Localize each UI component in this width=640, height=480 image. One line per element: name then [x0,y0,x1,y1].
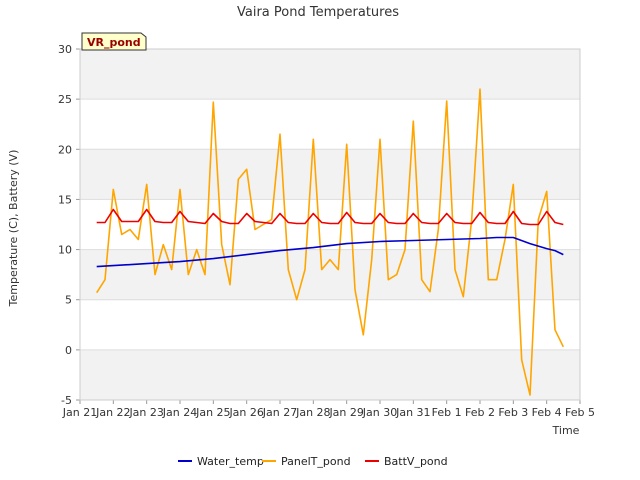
x-tick-label: Jan 22 [95,406,130,419]
x-tick-label: Jan 27 [262,406,297,419]
x-tick-label: Jan 23 [128,406,163,419]
y-tick-label: 0 [65,344,72,357]
x-tick-label: Feb 1 [432,406,462,419]
x-tick-label: Feb 5 [565,406,595,419]
series-line-water-temp [96,236,564,268]
grid-band [80,49,580,100]
x-tick-label: Feb 3 [498,406,528,419]
y-tick-label: 25 [58,93,72,106]
grid-bands [80,48,580,401]
series-lines [96,88,565,396]
x-tick-label: Feb 2 [465,406,495,419]
y-tick-label: 15 [58,193,72,206]
x-tick-label: Jan 25 [195,406,230,419]
y-tick-label: 10 [58,244,72,257]
legend-label: BattV_pond [384,455,448,468]
x-tick-label: Jan 31 [395,406,430,419]
chart-title: Vaira Pond Temperatures [237,5,399,20]
x-tick-label: Jan 28 [295,406,330,419]
legend-label: Water_temp [197,455,264,468]
y-axis-label: Temperature (C), Battery (V) [7,150,20,308]
station-badge-box [81,32,147,51]
station-badge: VR_pond [81,32,147,51]
x-tick-label: Jan 29 [328,406,363,419]
grid-band [80,249,580,300]
legend: Water_temp PanelT_pond BattV_pond [178,455,448,468]
legend-label: PanelT_pond [281,455,351,468]
series-line-panelt-pond [96,88,565,396]
y-tick-label: -5 [61,394,72,407]
plot-frame [79,48,581,401]
x-tick-label: Jan 21 [62,406,97,419]
x-axis-label: Time [552,424,580,437]
grid-band [80,199,580,250]
grid-band [80,299,580,350]
y-tick-label: 5 [65,294,72,307]
x-tick-label: Jan 26 [228,406,263,419]
series-line-battv-pond [96,208,564,226]
station-badge-label: VR_pond [87,36,141,49]
x-tick-label: Jan 30 [362,406,397,419]
y-axis-ticks: -5 0 5 10 15 20 25 30 [58,43,80,407]
x-tick-label: Feb 4 [532,406,562,419]
y-tick-label: 30 [58,43,72,56]
grid-band [80,99,580,150]
y-tick-label: 20 [58,143,72,156]
x-tick-label: Jan 24 [162,406,197,419]
grid-band [80,349,580,400]
grid-band [80,149,580,200]
